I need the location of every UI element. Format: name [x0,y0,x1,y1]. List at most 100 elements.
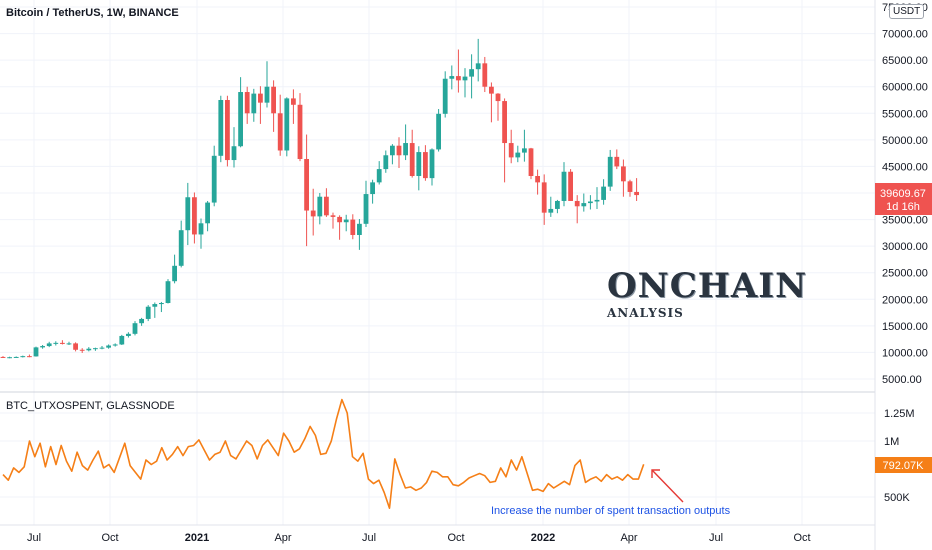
candle [495,93,501,121]
candle [376,161,382,185]
price-tick-label: 65000.00 [882,55,928,67]
candle [363,180,369,228]
candle [7,356,12,359]
candle [277,94,283,156]
candle [502,98,507,183]
time-tick-label: Jul [362,532,376,544]
price-tick-label: 45000.00 [882,161,928,173]
price-tick-label: 35000.00 [882,215,928,227]
candle [574,195,580,224]
time-tick-label: Oct [447,532,464,544]
candle [489,82,494,123]
last-indicator-label[interactable]: 792.07K [875,457,932,473]
candle [357,219,362,250]
candle [416,146,422,191]
price-tick-label: 10000.00 [882,347,928,359]
candle [46,341,52,348]
candle [541,174,547,225]
candle [343,214,349,232]
bar-countdown: 1d 16h [886,201,920,213]
time-tick-label: Apr [620,532,637,544]
candle [53,341,59,346]
indicator-tick-label: 1M [884,436,899,448]
candle [271,80,276,132]
candle [304,134,309,247]
candle [126,332,131,338]
price-tick-label: 15000.00 [882,321,928,333]
price-tick-label: 60000.00 [882,82,928,94]
candle [20,355,26,358]
candle [475,38,481,82]
candle [594,187,600,209]
candle [211,145,217,207]
candle [515,145,521,163]
candle [264,61,270,108]
watermark-title: ONCHAIN [607,266,808,306]
candle [621,159,626,197]
time-tick-label: Jul [27,532,41,544]
time-tick-label: Jul [709,532,723,544]
candle [588,195,593,210]
candle [330,212,336,229]
candle [528,147,534,180]
price-gridlines [0,0,875,525]
candle [403,124,408,161]
currency-unit-badge[interactable]: USDT [889,4,925,19]
indicator-gridlines [0,412,875,498]
price-tick-label: 55000.00 [882,108,928,120]
candle [291,89,296,124]
candle [73,342,78,352]
time-tick-label: 2021 [185,532,209,544]
candle [581,193,587,212]
candle [561,162,567,207]
time-tick-label: Apr [274,532,291,544]
indicator-legend[interactable]: BTC_UTXOSPENT, GLASSNODE [6,400,175,412]
chart-annotation: Increase the number of spent transaction… [491,505,731,517]
candle [60,340,65,345]
candle [409,129,415,178]
candle [139,317,144,326]
candle [310,188,316,236]
candle [601,179,606,205]
candle [0,356,6,359]
candle [225,95,230,167]
price-tick-label: 50000.00 [882,135,928,147]
price-series-legend[interactable]: Bitcoin / TetherUS, 1W, BINANCE [6,7,179,19]
candle [205,200,210,232]
candle [258,86,263,124]
candle [198,218,204,249]
candle [165,279,171,304]
utxospent-series [2,398,645,510]
time-tick-label: Oct [793,532,810,544]
candle [324,188,329,217]
indicator-tick-label: 1.25M [884,408,915,420]
candle [350,214,356,240]
candle [132,321,138,336]
utxospent-line [2,398,645,510]
onchain-analysis-watermark: ONCHAIN ANALYSIS [607,268,807,320]
candle [614,149,620,170]
last-indicator-value: 792.07K [883,460,925,472]
candle [535,169,540,195]
candle [423,145,428,181]
candle [218,95,224,163]
price-tick-label: 5000.00 [882,374,922,386]
candle [33,346,39,357]
candle [429,148,435,186]
price-tick-label: 70000.00 [882,29,928,41]
candle [159,301,164,313]
candle [297,93,303,162]
candle [508,129,514,164]
candle [317,193,323,225]
candle [627,179,633,197]
last-price-label[interactable]: 39609.67 1d 16h [875,183,932,215]
candle [522,129,527,162]
candle [383,150,389,173]
candle [449,65,455,90]
last-price-value: 39609.67 [880,188,926,200]
candle [482,56,488,93]
price-tick-label: 20000.00 [882,294,928,306]
candle [119,334,125,345]
candle [40,344,45,349]
indicator-tick-label: 500K [884,492,910,504]
